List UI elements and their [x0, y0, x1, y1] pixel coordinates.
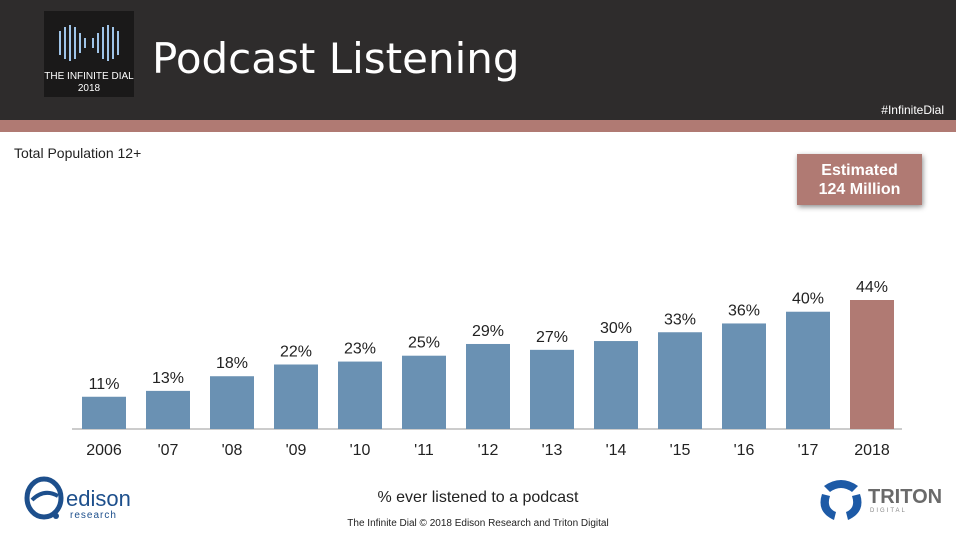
- chart-subtitle: Total Population 12+: [14, 145, 142, 161]
- hashtag: #InfiniteDial: [881, 103, 944, 117]
- data-label-4: 23%: [344, 341, 376, 358]
- data-label-8: 30%: [600, 320, 632, 337]
- bar-0: [82, 396, 126, 429]
- edison-logo-icon: [24, 476, 64, 520]
- data-label-10: 36%: [728, 302, 760, 319]
- data-label-0: 11%: [89, 376, 120, 393]
- data-label-1: 13%: [152, 370, 184, 387]
- triton-wordmark: TRITON: [868, 486, 943, 508]
- bar-10: [722, 323, 766, 429]
- bar-7: [530, 349, 574, 429]
- x-tick-label-0: 2006: [86, 442, 122, 459]
- x-tick-label-8: '14: [606, 442, 627, 459]
- bar-2: [210, 376, 254, 429]
- footer-credit: The Infinite Dial © 2018 Edison Research…: [347, 518, 609, 529]
- data-label-2: 18%: [216, 355, 248, 372]
- bar-8: [594, 341, 638, 429]
- x-tick-label-1: '07: [158, 442, 179, 459]
- callout-line2: 124 Million: [818, 180, 901, 198]
- data-label-7: 27%: [536, 329, 568, 346]
- x-tick-label-7: '13: [542, 442, 563, 459]
- header-stripe: [0, 120, 956, 132]
- x-tick-label-12: 2018: [854, 442, 890, 459]
- bar-12: [850, 300, 894, 429]
- data-label-9: 33%: [664, 311, 696, 328]
- x-tick-label-6: '12: [478, 442, 499, 459]
- infinite-dial-logo: THE INFINITE DIAL 2018: [44, 11, 134, 97]
- bar-3: [274, 364, 318, 429]
- chart-caption: % ever listened to a podcast: [377, 489, 579, 506]
- bar-6: [466, 343, 510, 429]
- estimate-callout: Estimated 124 Million: [797, 154, 922, 205]
- data-label-5: 25%: [408, 335, 440, 352]
- x-tick-label-2: '08: [222, 442, 243, 459]
- callout-line1: Estimated: [821, 161, 898, 179]
- logo-line1: THE INFINITE DIAL: [44, 71, 134, 82]
- bar-9: [658, 332, 702, 429]
- triton-logo-icon: [820, 480, 862, 520]
- x-tick-label-10: '16: [734, 442, 755, 459]
- bar-11: [786, 311, 830, 429]
- page-title: Podcast Listening: [152, 34, 520, 83]
- x-tick-label-3: '09: [286, 442, 307, 459]
- logo-line2: 2018: [77, 83, 101, 94]
- bar-1: [146, 390, 190, 429]
- data-label-6: 29%: [472, 323, 504, 340]
- header-bar: [0, 0, 956, 120]
- bar-5: [402, 355, 446, 429]
- edison-subtext: research: [70, 510, 117, 521]
- data-label-12: 44%: [856, 279, 888, 296]
- x-tick-label-5: '11: [414, 442, 434, 459]
- infinity-icon: [59, 25, 119, 61]
- data-label-11: 40%: [792, 291, 824, 308]
- x-tick-label-9: '15: [670, 442, 691, 459]
- x-tick-label-4: '10: [350, 442, 371, 459]
- bar-4: [338, 361, 382, 429]
- edison-wordmark: edison: [66, 486, 131, 511]
- triton-subtext: DIGITAL: [870, 508, 907, 514]
- data-label-3: 22%: [280, 344, 312, 361]
- x-tick-label-11: '17: [798, 442, 819, 459]
